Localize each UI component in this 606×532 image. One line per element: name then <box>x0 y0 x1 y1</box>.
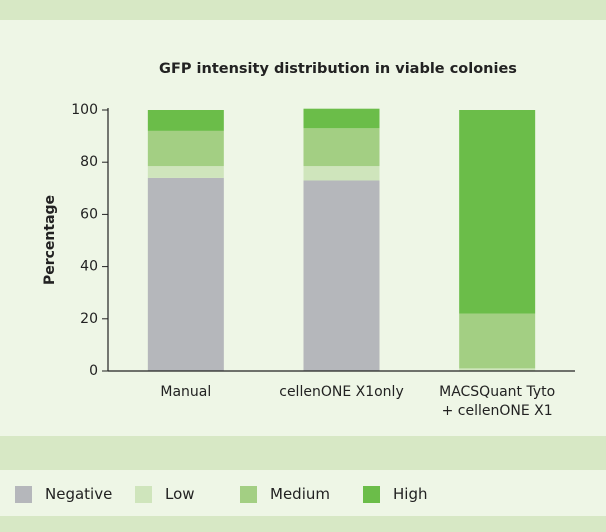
legend-swatch <box>240 485 257 503</box>
y-tick-label: 80 <box>80 154 98 170</box>
legend-item: High <box>363 485 427 503</box>
legend-label: High <box>393 485 428 503</box>
legend-swatch <box>363 485 380 503</box>
legend-swatch <box>15 485 32 503</box>
x-tick-label: Manual <box>160 384 212 400</box>
bar-segment <box>303 166 380 181</box>
bar-segment <box>459 110 536 314</box>
bar-segment <box>147 166 224 178</box>
bottom-strip <box>0 516 606 532</box>
y-axis-title: Percentage <box>42 195 58 285</box>
legend-item: Negative <box>15 485 112 503</box>
x-tick-label: MACSQuant Tyto + cellenONE X1 <box>439 384 556 419</box>
bar-segment <box>303 180 380 371</box>
bar-segment <box>303 128 380 167</box>
top-strip <box>0 0 606 20</box>
legend-item: Medium <box>240 485 330 503</box>
chart-title: GFP intensity distribution in viable col… <box>159 61 517 77</box>
bar-segment <box>303 108 380 129</box>
y-tick-label: 20 <box>80 311 98 327</box>
y-tick-label: 100 <box>71 102 98 118</box>
legend-swatch <box>135 485 152 503</box>
bar-segment <box>459 368 536 371</box>
y-tick-label: 60 <box>80 206 98 222</box>
legend-label: Negative <box>45 485 113 503</box>
y-tick-label: 40 <box>80 259 98 275</box>
bar-segment <box>147 130 224 167</box>
bar-segment <box>147 110 224 131</box>
legend-strip <box>0 436 606 470</box>
x-tick-label: cellenONE X1only <box>279 384 404 400</box>
bar-segment <box>459 313 536 369</box>
legend-label: Low <box>165 485 195 503</box>
bar-segment <box>147 177 224 371</box>
legend-item: Low <box>135 485 195 503</box>
y-tick-label: 0 <box>89 363 98 379</box>
legend-label: Medium <box>270 485 330 503</box>
